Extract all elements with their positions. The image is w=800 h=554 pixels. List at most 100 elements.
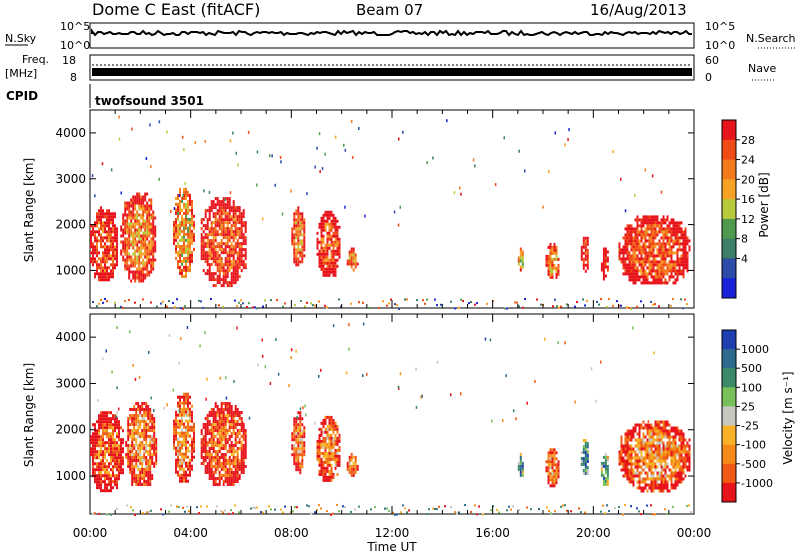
- power-echo-cell: [142, 243, 145, 247]
- velocity-echo-cell: [328, 448, 331, 452]
- power-echo-cell: [179, 211, 181, 215]
- power-echo-cell: [206, 224, 209, 228]
- power-echo-cell: [322, 261, 325, 265]
- velocity-echo-cell: [244, 465, 247, 468]
- power-echo-cell: [660, 221, 663, 225]
- velocity-echo-cell: [218, 441, 221, 444]
- power-echo-cell: [297, 260, 300, 264]
- velocity-echo-cell: [672, 453, 675, 457]
- velocity-echo-cell: [179, 404, 181, 408]
- power-echo-cell: [232, 236, 235, 240]
- power-echo-cell: [183, 256, 185, 260]
- power-echo-cell: [116, 239, 118, 243]
- velocity-echo-cell: [242, 432, 245, 435]
- velocity-echo-cell: [332, 421, 335, 425]
- velocity-echo-cell: [684, 474, 687, 478]
- power-echo-cell: [642, 260, 645, 264]
- power-echo-cell: [684, 245, 687, 249]
- power-echo-cell: [326, 210, 329, 214]
- power-echo-cell: [208, 251, 211, 255]
- velocity-echo-cell: [664, 468, 667, 472]
- power-echo-cell: [628, 230, 631, 234]
- velocity-echo-cell: [316, 448, 319, 452]
- power-echo-cell: [350, 262, 353, 266]
- velocity-echo-cell: [234, 462, 237, 465]
- velocity-echo-cell: [106, 450, 108, 454]
- power-sparse-cell: [184, 182, 186, 185]
- velocity-echo-cell: [230, 462, 233, 465]
- power-echo-cell: [664, 260, 667, 264]
- power-echo-cell: [191, 250, 193, 254]
- velocity-echo-cell: [646, 474, 649, 478]
- power-echo-cell: [297, 224, 300, 228]
- power-echo-cell: [154, 249, 157, 253]
- power-echo-cell: [236, 245, 239, 249]
- power-echo-cell: [648, 251, 651, 255]
- velocity-echo-cell: [521, 470, 524, 474]
- power-echo-cell: [322, 258, 325, 262]
- velocity-echo-cell: [322, 466, 325, 470]
- velocity-echo-cell: [648, 465, 651, 469]
- power-echo-cell: [112, 230, 114, 234]
- power-echo-cell: [220, 209, 223, 213]
- power-ground-cell: [104, 298, 106, 300]
- power-echo-cell: [618, 254, 621, 258]
- power-echo-cell: [238, 263, 241, 267]
- velocity-echo-cell: [98, 435, 100, 439]
- velocity-echo-cell: [179, 425, 181, 429]
- power-echo-cell: [547, 263, 550, 267]
- velocity-echo-cell: [106, 477, 108, 481]
- velocity-echo-cell: [320, 472, 323, 476]
- power-echo-cell: [549, 257, 552, 261]
- power-echo-cell: [666, 218, 669, 222]
- power-ground-cell: [246, 306, 248, 308]
- power-echo-cell: [183, 265, 185, 269]
- velocity-echo-cell: [214, 426, 217, 429]
- power-echo-cell: [92, 245, 94, 249]
- velocity-echo-cell: [660, 462, 663, 466]
- power-echo-cell: [193, 247, 195, 251]
- power-echo-cell: [126, 204, 129, 208]
- velocity-echo-cell: [116, 417, 118, 421]
- velocity-echo-cell: [242, 450, 245, 453]
- velocity-echo-cell: [139, 447, 142, 450]
- power-echo-cell: [106, 269, 108, 273]
- velocity-echo-cell: [131, 465, 134, 468]
- velocity-echo-cell: [131, 441, 134, 444]
- power-echo-cell: [224, 242, 227, 246]
- velocity-echo-cell: [684, 456, 687, 460]
- velocity-echo-cell: [295, 465, 298, 469]
- velocity-echo-cell: [127, 420, 130, 423]
- velocity-echo-cell: [226, 480, 229, 483]
- power-echo-cell: [100, 245, 102, 249]
- power-echo-cell: [191, 253, 193, 257]
- velocity-echo-cell: [238, 432, 241, 435]
- velocity-echo-cell: [652, 477, 655, 481]
- power-ground-cell: [486, 302, 488, 305]
- velocity-echo-cell: [632, 483, 635, 487]
- power-ground-cell: [628, 306, 630, 309]
- power-echo-cell: [352, 259, 355, 263]
- power-echo-cell: [632, 278, 635, 282]
- power-echo-cell: [138, 198, 141, 202]
- power-echo-cell: [295, 233, 298, 237]
- power-echo-cell: [332, 249, 335, 253]
- power-echo-cell: [680, 248, 683, 252]
- power-echo-cell: [666, 269, 669, 273]
- velocity-echo-cell: [185, 425, 187, 429]
- power-ground-cell: [202, 306, 204, 309]
- velocity-echo-cell: [630, 468, 633, 472]
- velocity-echo-cell: [636, 423, 639, 427]
- power-echo-cell: [638, 278, 641, 282]
- power-echo-cell: [328, 246, 331, 250]
- velocity-echo-cell: [234, 423, 237, 426]
- velocity-echo-cell: [350, 464, 353, 468]
- power-sparse-cell: [229, 191, 232, 195]
- power-echo-cell: [110, 254, 112, 258]
- power-echo-cell: [144, 249, 147, 253]
- power-echo-cell: [299, 227, 302, 231]
- power-echo-cell: [218, 269, 221, 273]
- velocity-echo-cell: [222, 447, 225, 450]
- velocity-echo-cell: [114, 423, 116, 427]
- velocity-echo-cell: [316, 457, 319, 461]
